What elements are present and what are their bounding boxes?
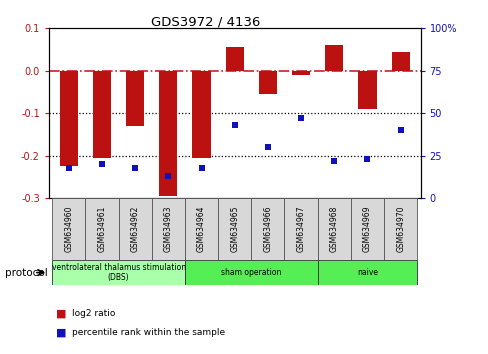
Bar bbox=[151, 198, 184, 260]
Point bbox=[131, 165, 139, 171]
Bar bbox=[159, 71, 177, 196]
Bar bbox=[317, 198, 350, 260]
Point bbox=[363, 156, 370, 162]
Bar bbox=[52, 198, 85, 260]
Bar bbox=[358, 71, 376, 109]
Point bbox=[164, 173, 172, 179]
Text: GDS3972 / 4136: GDS3972 / 4136 bbox=[150, 16, 260, 29]
Text: protocol: protocol bbox=[5, 268, 47, 278]
Text: GSM634970: GSM634970 bbox=[395, 206, 404, 252]
Text: naive: naive bbox=[356, 268, 377, 277]
Bar bbox=[126, 71, 144, 126]
Text: log2 ratio: log2 ratio bbox=[72, 309, 116, 318]
Bar bbox=[184, 260, 317, 285]
Text: ■: ■ bbox=[56, 308, 66, 318]
Bar bbox=[291, 71, 309, 75]
Point bbox=[297, 115, 305, 121]
Text: ventrolateral thalamus stimulation
(DBS): ventrolateral thalamus stimulation (DBS) bbox=[51, 263, 185, 282]
Point bbox=[396, 127, 404, 133]
Text: GSM634963: GSM634963 bbox=[163, 206, 172, 252]
Bar bbox=[383, 198, 416, 260]
Bar bbox=[60, 71, 78, 166]
Bar bbox=[284, 198, 317, 260]
Bar bbox=[119, 198, 151, 260]
Text: GSM634967: GSM634967 bbox=[296, 206, 305, 252]
Text: GSM634969: GSM634969 bbox=[362, 206, 371, 252]
Text: GSM634966: GSM634966 bbox=[263, 206, 272, 252]
Point bbox=[98, 161, 106, 167]
Text: ■: ■ bbox=[56, 328, 66, 338]
Bar bbox=[251, 198, 284, 260]
Point bbox=[197, 165, 205, 171]
Bar bbox=[218, 198, 251, 260]
Text: percentile rank within the sample: percentile rank within the sample bbox=[72, 328, 225, 337]
Text: GSM634962: GSM634962 bbox=[130, 206, 140, 252]
Point bbox=[264, 144, 271, 150]
Text: GSM634968: GSM634968 bbox=[329, 206, 338, 252]
Bar bbox=[192, 71, 210, 158]
Point bbox=[65, 165, 73, 171]
Text: GSM634960: GSM634960 bbox=[64, 206, 73, 252]
Bar bbox=[225, 47, 244, 71]
Bar bbox=[258, 71, 277, 94]
Bar bbox=[350, 198, 383, 260]
Bar bbox=[85, 198, 118, 260]
Bar bbox=[317, 260, 416, 285]
Text: GSM634965: GSM634965 bbox=[230, 206, 239, 252]
Point bbox=[230, 122, 238, 128]
Bar bbox=[325, 45, 343, 71]
Point bbox=[330, 158, 338, 164]
Bar bbox=[93, 71, 111, 158]
Bar bbox=[52, 260, 184, 285]
Text: GSM634964: GSM634964 bbox=[197, 206, 205, 252]
Text: sham operation: sham operation bbox=[221, 268, 281, 277]
Text: GSM634961: GSM634961 bbox=[97, 206, 106, 252]
Bar bbox=[391, 52, 409, 71]
Bar bbox=[184, 198, 218, 260]
